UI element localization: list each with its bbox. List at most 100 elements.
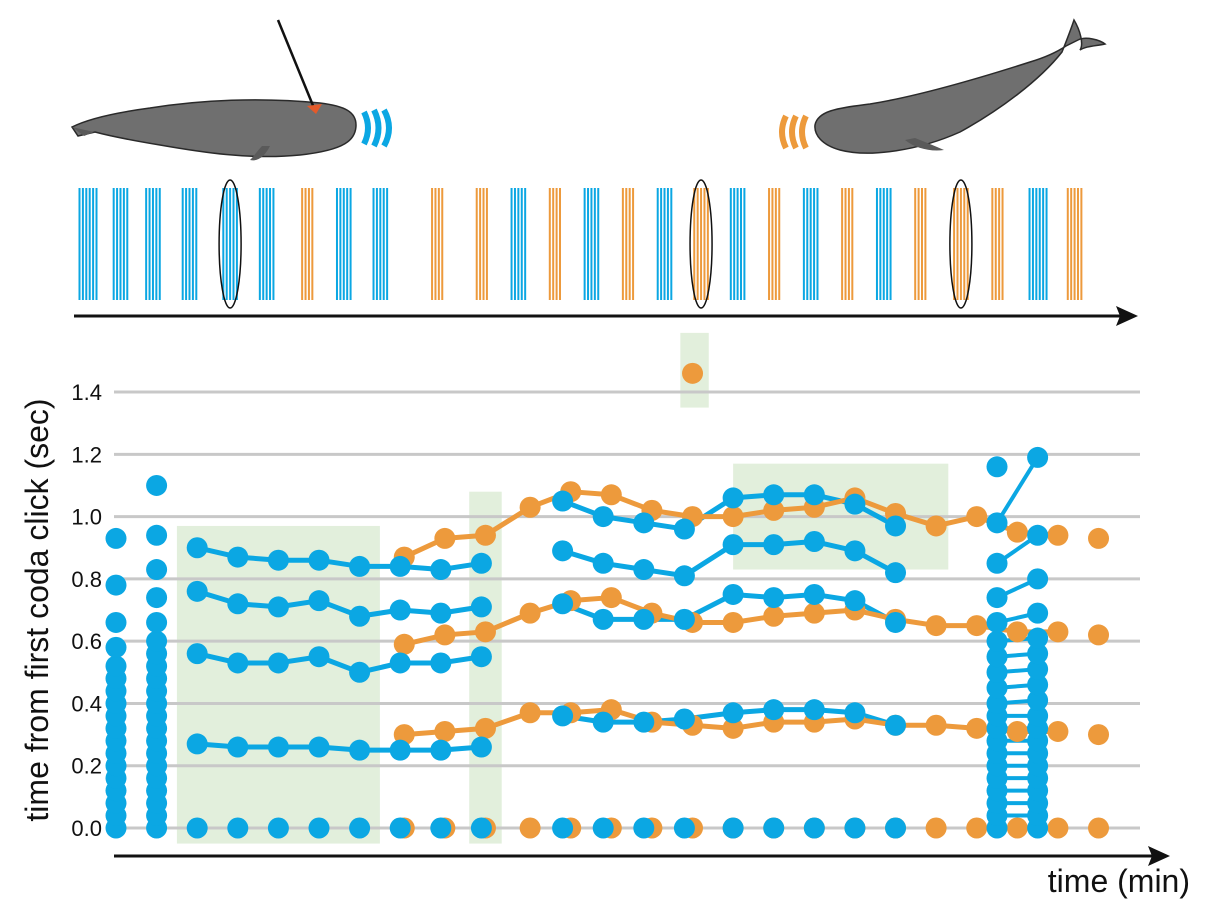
blue-click-point [267, 817, 289, 839]
blue-click-point [105, 636, 127, 658]
blue-click-point [389, 739, 411, 761]
blue-click-point [673, 708, 695, 730]
orange-click-point [600, 587, 622, 609]
orange-click-point [682, 362, 704, 384]
blue-click-point [470, 646, 492, 668]
blue-click-point [592, 817, 614, 839]
blue-click-point [146, 559, 168, 581]
orange-click-point [519, 817, 541, 839]
blue-click-point [105, 611, 127, 633]
blue-click-point [803, 484, 825, 506]
orange-click-point [519, 496, 541, 518]
blue-click-point [1027, 446, 1049, 468]
orange-click-point [1088, 624, 1110, 646]
orange-click-point [1088, 724, 1110, 746]
blue-click-point [673, 565, 695, 587]
blue-click-point [146, 587, 168, 609]
x-axis [114, 846, 1170, 866]
orange-click-point [1006, 720, 1028, 742]
orange-click-point [1088, 527, 1110, 549]
orange-click-point [1088, 817, 1110, 839]
orange-click-point [519, 702, 541, 724]
blue-click-point [430, 739, 452, 761]
orange-click-point [722, 611, 744, 633]
orange-click-point [1047, 817, 1069, 839]
blue-click-point [986, 692, 1008, 714]
blue-click-point [722, 702, 744, 724]
blue-click-point [389, 652, 411, 674]
blue-click-point [267, 736, 289, 758]
y-tick-label: 1.0 [71, 505, 102, 530]
blue-click-point [763, 534, 785, 556]
highlight-region [469, 491, 502, 844]
orange-click-point [722, 506, 744, 528]
blue-click-point [186, 733, 208, 755]
orange-click-point [1006, 521, 1028, 543]
blue-click-point [186, 580, 208, 602]
blue-click-point [633, 817, 655, 839]
blue-click-point [592, 711, 614, 733]
orange-click-point [1047, 524, 1069, 546]
blue-click-point [986, 677, 1008, 699]
blue-click-point [349, 605, 371, 627]
blue-click-point [146, 611, 168, 633]
orange-click-point [434, 624, 456, 646]
blue-click-point [308, 817, 330, 839]
blue-click-point [763, 699, 785, 721]
blue-click-point [430, 817, 452, 839]
blue-click-point [227, 546, 249, 568]
blue-click-point [986, 646, 1008, 668]
blue-click-point [1027, 658, 1049, 680]
blue-click-point [633, 559, 655, 581]
blue-click-point [1027, 643, 1049, 665]
y-tick-label: 0.0 [71, 816, 102, 841]
blue-click-point [470, 596, 492, 618]
blue-click-point [105, 655, 127, 677]
sound-wave-orange-icon [779, 114, 809, 150]
orange-click-point [925, 714, 947, 736]
blue-click-point [592, 608, 614, 630]
blue-click-point [592, 552, 614, 574]
orange-click-point [474, 524, 496, 546]
blue-click-point [633, 608, 655, 630]
sequence-time-arrow [74, 306, 1138, 326]
orange-click-point [722, 717, 744, 739]
blue-click-point [552, 705, 574, 727]
blue-click-point [430, 652, 452, 674]
blue-click-point [1027, 674, 1049, 696]
blue-click-point [633, 512, 655, 534]
highlighted-coda-ellipse [949, 179, 973, 309]
orange-click-point [474, 717, 496, 739]
blue-click-point [986, 552, 1008, 574]
blue-click-point [552, 490, 574, 512]
y-tick-label: 0.2 [71, 754, 102, 779]
orange-click-point [803, 602, 825, 624]
click-sequence-strip [78, 179, 1083, 309]
blue-click-point [552, 817, 574, 839]
blue-click-point [186, 643, 208, 665]
blue-click-point [349, 817, 371, 839]
blue-click-point [430, 559, 452, 581]
orange-click-point [1006, 817, 1028, 839]
blue-click-point [227, 736, 249, 758]
blue-click-point [267, 652, 289, 674]
blue-click-point [722, 583, 744, 605]
blue-click-point [1027, 627, 1049, 649]
blue-slant-line [995, 456, 1040, 524]
blue-click-point [430, 602, 452, 624]
blue-click-point [470, 736, 492, 758]
orange-click-point [763, 605, 785, 627]
blue-click-point [986, 456, 1008, 478]
orange-click-point [519, 602, 541, 624]
orange-click-point [925, 515, 947, 537]
orange-click-point [393, 633, 415, 655]
orange-click-point [434, 527, 456, 549]
blue-click-point [722, 487, 744, 509]
orange-click-point [600, 484, 622, 506]
blue-click-point [308, 736, 330, 758]
orange-click-point [434, 720, 456, 742]
blue-click-point [308, 590, 330, 612]
blue-click-point [722, 817, 744, 839]
blue-click-point [227, 593, 249, 615]
